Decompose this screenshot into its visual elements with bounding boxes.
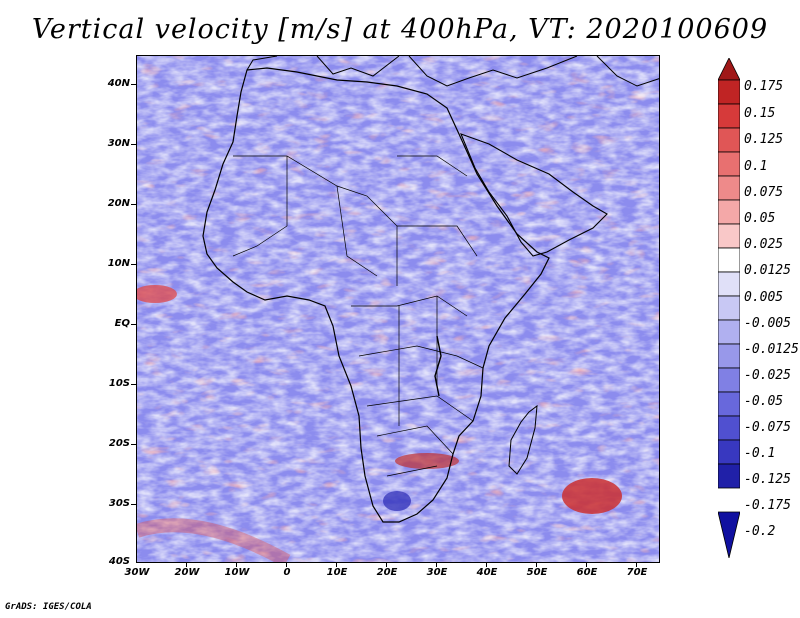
ascent-patch-indian-ocean [562,478,622,514]
lon-tick [336,563,337,567]
lat-tick [131,264,136,265]
lon-tick [286,563,287,567]
lat-tick [131,204,136,205]
madagascar-coastline [508,404,538,475]
colorbar-swatches [718,58,740,558]
lon-tick [586,563,587,567]
neutral-texture [137,56,659,562]
lat-label-10s: 10S [108,378,130,389]
colorbar-label: -0.2 [744,524,776,539]
colorbar-label: -0.175 [744,498,791,513]
lon-label-30w: 30W [124,567,150,578]
colorbar-swatch [718,247,740,273]
colorbar-swatch [718,511,740,558]
lon-tick [436,563,437,567]
colorbar-swatch [718,463,740,489]
colorbar-swatch [718,295,740,321]
colorbar-label: 0.05 [744,211,776,226]
lat-tick [131,504,136,505]
grads-credit: GrADS: IGES/COLA [5,602,92,612]
lon-label-20e: 20E [376,567,398,578]
africa-coastline [202,67,550,523]
lat-tick [131,84,136,85]
lon-tick [186,563,187,567]
colorbar-label: 0.005 [744,290,784,305]
lat-label-30s: 30S [108,498,130,509]
colorbar-label: -0.025 [744,368,791,383]
lat-label-20n: 20N [107,198,130,209]
colorbar-swatch [718,319,740,345]
colorbar-swatch [718,367,740,393]
colorbar-swatch [718,223,740,249]
lon-label-50e: 50E [526,567,548,578]
lon-tick [486,563,487,567]
lat-label-40s: 40S [108,556,130,567]
lat-label-20s: 20S [108,438,130,449]
colorbar-label: 0.0125 [744,263,791,278]
lat-label-10n: 10N [107,258,130,269]
colorbar-label: 0.075 [744,185,784,200]
velocity-field-map [137,56,659,562]
lon-label-40e: 40E [476,567,498,578]
lon-label-10w: 10W [224,567,250,578]
colorbar-label: 0.175 [744,79,784,94]
descent-patch-south-africa [383,491,411,511]
lon-tick [536,563,537,567]
map-title: Vertical velocity [m/s] at 400hPa, VT: 2… [31,14,769,45]
colorbar-swatch [718,199,740,225]
lon-tick [386,563,387,567]
colorbar-label: 0.15 [744,106,776,121]
ascent-patch-atlantic [137,285,177,303]
lat-label-40n: 40N [107,78,130,89]
colorbar-label: -0.005 [744,316,791,331]
colorbar-label: -0.05 [744,394,784,409]
map-panel[interactable] [136,55,660,563]
colorbar-label: 0.1 [744,159,768,174]
ascent-band-south-atlantic [137,518,291,562]
colorbar-label: 0.125 [744,132,784,147]
lon-tick [236,563,237,567]
colorbar-label: -0.125 [744,472,791,487]
colorbar-label: -0.075 [744,420,791,435]
rift-lakes [434,335,442,397]
colorbar-swatch [718,391,740,417]
lat-label-eq: EQ [114,318,130,329]
colorbar-label: -0.0125 [744,342,799,357]
colorbar-swatch [718,79,740,105]
lon-tick [636,563,637,567]
lat-label-30n: 30N [107,138,130,149]
lat-tick [131,444,136,445]
colorbar-label: 0.025 [744,237,784,252]
arabia-coastline [460,133,608,257]
colorbar-swatch [718,103,740,129]
colorbar-label: -0.1 [744,446,776,461]
colorbar-swatch [718,271,740,297]
europe-coastline [246,56,659,87]
lon-label-70e: 70E [626,567,648,578]
lon-label-30e: 30E [426,567,448,578]
lat-tick [131,144,136,145]
ascent-patch-south-africa [395,453,459,469]
colorbar-swatch [718,151,740,177]
colorbar-swatch [718,439,740,465]
lon-label-0: 0 [283,567,291,578]
lon-label-20w: 20W [174,567,200,578]
colorbar-swatch [718,415,740,441]
colorbar-swatch [718,175,740,201]
colorbar [718,58,740,558]
lon-label-10e: 10E [326,567,348,578]
colorbar-swatch [718,127,740,153]
colorbar-swatch [718,58,740,81]
lat-tick [131,324,136,325]
lon-label-60e: 60E [576,567,598,578]
country-borders [232,155,484,477]
lat-tick [131,384,136,385]
colorbar-swatch [718,343,740,369]
